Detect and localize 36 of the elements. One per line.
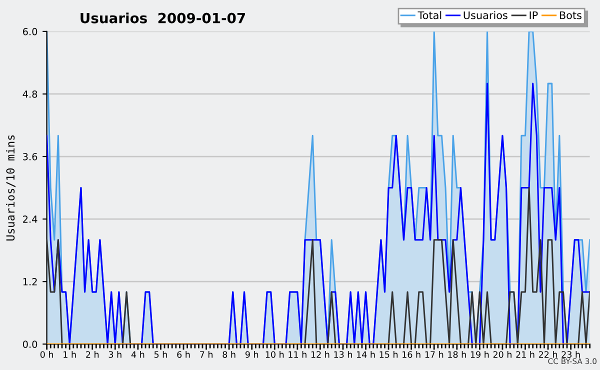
x-tick-label: 2 h <box>86 351 99 358</box>
x-tick-label: 21 h <box>516 351 534 358</box>
x-tick-label: 12 h <box>311 351 330 358</box>
y-tick-label: 3.6 <box>23 152 38 160</box>
x-tick-label: 7 h <box>200 351 212 358</box>
x-tick-label: 1 h <box>64 351 76 358</box>
x-tick-label: 20 h <box>493 351 512 358</box>
y-tick-label: 2.4 <box>23 216 38 223</box>
y-axis-title: Usuarios/10 mins <box>6 135 16 240</box>
x-tick-label: 8 h <box>222 351 236 358</box>
x-tick-label: 23 h <box>562 351 580 358</box>
x-tick-label: 6 h <box>177 351 190 358</box>
x-tick-label: 3 h <box>108 351 122 358</box>
x-tick-label: 15 h <box>380 351 398 358</box>
x-tick-label: 13 h <box>334 351 352 358</box>
x-tick-label: 10 h <box>266 351 284 358</box>
legend-label: IP <box>530 11 538 20</box>
x-tick-label: 0 h <box>40 351 54 358</box>
x-tick-label: 16 h <box>402 351 420 358</box>
x-tick-label: 9 h <box>245 351 258 358</box>
x-tick-label: 19 h <box>470 351 489 358</box>
x-tick-label: 5 h <box>154 351 167 358</box>
x-tick-label: 18 h <box>448 351 466 358</box>
x-tick-label: 14 h <box>357 351 375 358</box>
x-tick-label: 11 h <box>288 351 306 358</box>
x-tick-label: 22 h <box>538 351 558 358</box>
x-tick-label: 17 h <box>425 351 444 358</box>
chart-title: Usuarios 2009-01-07 <box>80 12 246 24</box>
legend-label: Total <box>418 11 442 20</box>
y-tick-label: 0.0 <box>22 340 38 348</box>
y-tick-label: 1.2 <box>23 278 37 286</box>
legend-label: Bots <box>560 11 582 20</box>
y-tick-label: 6.0 <box>22 28 38 36</box>
legend-label: Usuarios <box>464 11 508 20</box>
y-tick-label: 4.8 <box>22 90 38 98</box>
x-tick-label: 4 h <box>131 351 144 358</box>
